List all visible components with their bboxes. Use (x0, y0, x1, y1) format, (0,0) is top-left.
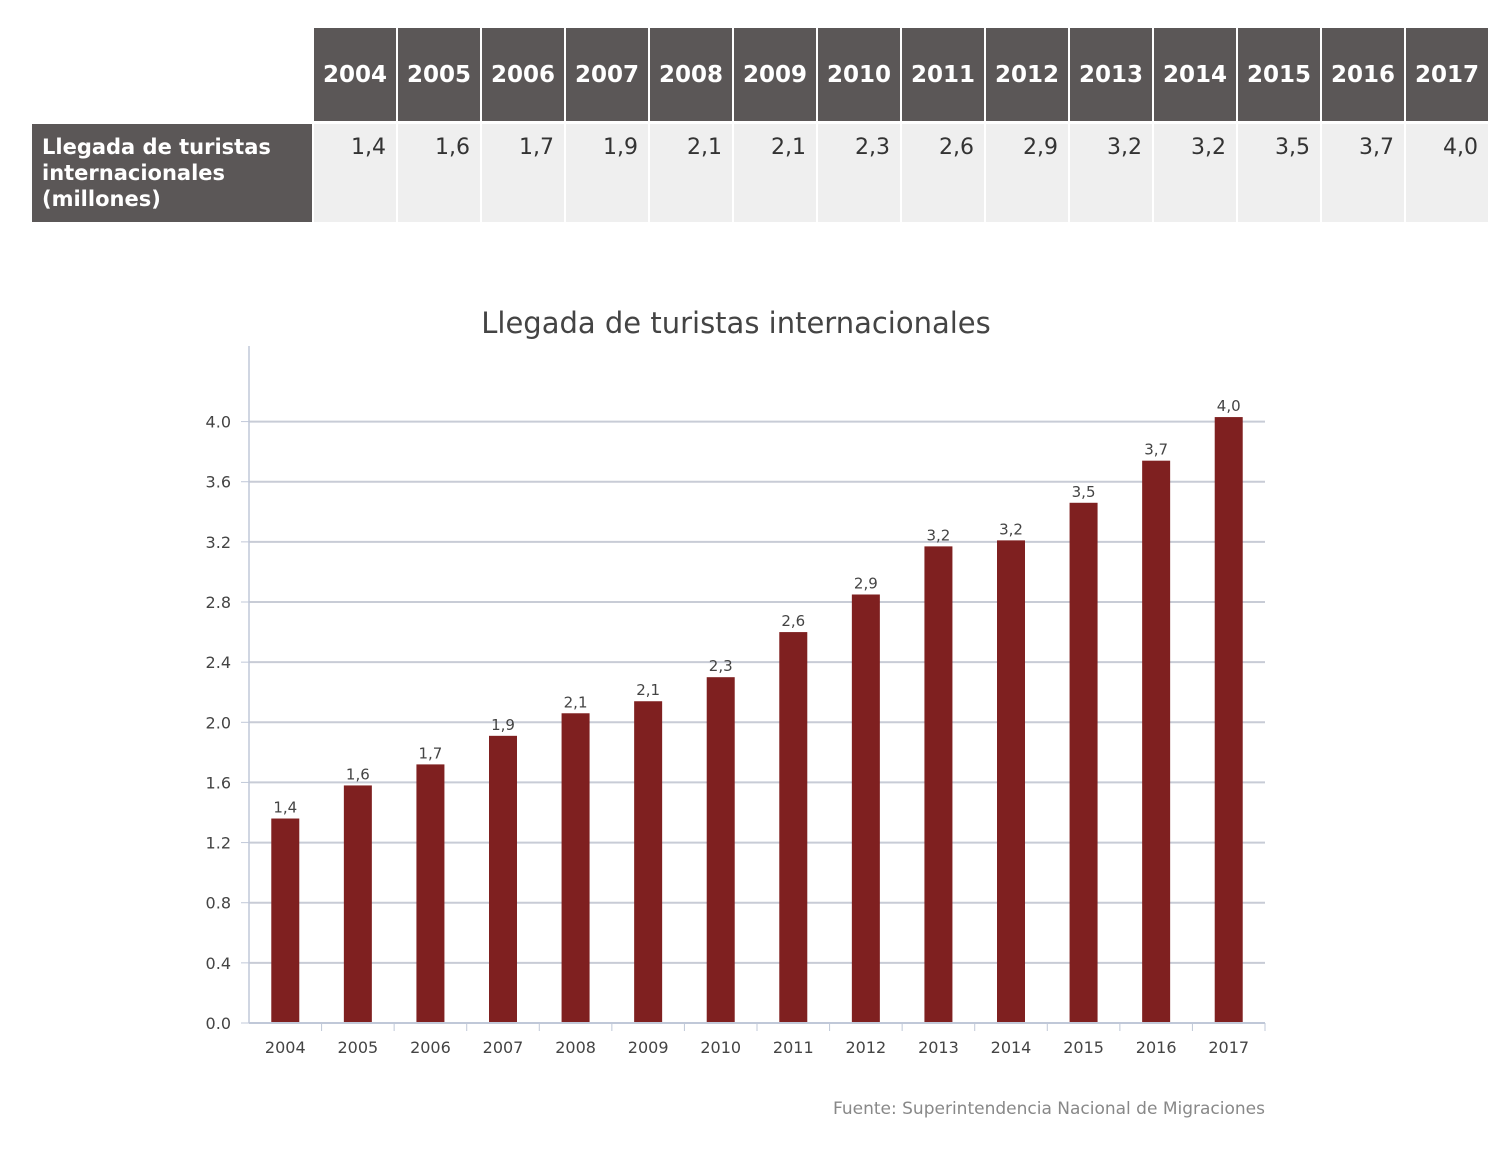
x-tick-label: 2010 (700, 1038, 741, 1057)
y-tick-label: 1.2 (206, 834, 231, 853)
data-label: 3,7 (1144, 441, 1168, 459)
bar (416, 764, 445, 1023)
data-label: 3,5 (1072, 483, 1096, 501)
chart-source: Fuente: Superintendencia Nacional de Mig… (833, 1099, 1265, 1119)
year-header: 2010 (818, 28, 900, 121)
table-cell: 2,3 (818, 124, 900, 222)
y-tick-label: 2.4 (206, 653, 231, 672)
bar (779, 632, 808, 1023)
bar (634, 701, 663, 1023)
table-cell: 3,5 (1238, 124, 1320, 222)
row-label-line: Llegada de turistas (42, 135, 271, 159)
bar (343, 785, 372, 1023)
table-cell: 1,7 (482, 124, 564, 222)
grid-layer (249, 420, 1265, 964)
table-cell: 1,4 (314, 124, 396, 222)
x-tick-label: 2011 (773, 1038, 814, 1057)
y-tick-label: 0.8 (206, 894, 231, 913)
table-cell: 1,6 (398, 124, 480, 222)
chart-title: Llegada de turistas internacionales (481, 306, 991, 340)
bar-chart: Llegada de turistas internacionales 1,41… (206, 306, 1266, 1119)
year-header: 2007 (566, 28, 648, 121)
data-label: 2,3 (709, 657, 733, 675)
axis-layer: 0.0 0.4 0.8 1.2 1.6 2.0 2.4 2.8 3.2 3.6 4.0 2004 200… (206, 346, 1266, 1057)
year-header: 2013 (1070, 28, 1152, 121)
bar (924, 546, 953, 1023)
x-tick-label: 2017 (1208, 1038, 1249, 1057)
bar (1142, 460, 1171, 1023)
row-label-line: internacionales (42, 161, 226, 185)
bar (489, 735, 517, 1023)
x-tick-label: 2007 (483, 1038, 524, 1057)
x-tick-label: 2016 (1136, 1038, 1177, 1057)
data-table: 2004 2005 2006 2007 2008 2009 2010 2011 … (30, 28, 1490, 222)
year-header: 2017 (1406, 28, 1488, 121)
table-cell: 3,7 (1322, 124, 1404, 222)
year-header: 2009 (734, 28, 816, 121)
y-tick-label: 3.2 (206, 533, 231, 552)
bar (706, 677, 735, 1023)
data-label: 2,6 (781, 612, 805, 630)
x-tick-label: 2013 (918, 1038, 959, 1057)
table-cell: 4,0 (1406, 124, 1488, 222)
y-tick-label: 4.0 (206, 413, 231, 432)
bar-layer: 1,4 1,6 1,7 1,9 2,1 2,1 2,3 2,6 2,9 3,2 3,2 3,5 3,7 4… (271, 397, 1243, 1023)
year-header: 2012 (986, 28, 1068, 121)
year-header: 2015 (1238, 28, 1320, 121)
table-cell: 3,2 (1154, 124, 1236, 222)
bar (851, 594, 880, 1023)
table-corner-cell (32, 28, 312, 121)
x-tick-label: 2014 (991, 1038, 1032, 1057)
bar (271, 818, 300, 1023)
y-tick-label: 0.4 (206, 954, 231, 973)
x-tick-label: 2015 (1063, 1038, 1104, 1057)
table-header-row: 2004 2005 2006 2007 2008 2009 2010 2011 … (32, 28, 1488, 121)
year-header: 2006 (482, 28, 564, 121)
table-row: Llegada de turistas internacionales (millo… (32, 124, 1488, 222)
y-tick-label: 3.6 (206, 473, 231, 492)
data-label: 1,4 (273, 799, 297, 817)
year-header: 2008 (650, 28, 732, 121)
bar (1069, 502, 1098, 1023)
data-label: 2,9 (854, 574, 878, 592)
x-tick-label: 2012 (845, 1038, 886, 1057)
x-tick-label: 2004 (265, 1038, 306, 1057)
bar (997, 540, 1025, 1023)
data-label: 3,2 (999, 520, 1023, 538)
year-header: 2005 (398, 28, 480, 121)
y-tick-label: 0.0 (206, 1014, 231, 1033)
row-label-line: (millones) (42, 187, 161, 211)
year-header: 2014 (1154, 28, 1236, 121)
table-cell: 2,9 (986, 124, 1068, 222)
x-tick-label: 2009 (628, 1038, 669, 1057)
bar (561, 713, 590, 1023)
data-label: 3,2 (926, 526, 950, 544)
year-header: 2016 (1322, 28, 1404, 121)
data-label: 1,9 (491, 716, 515, 734)
data-label: 1,7 (418, 744, 442, 762)
data-label: 1,6 (346, 765, 370, 783)
data-label: 2,1 (636, 681, 660, 699)
x-tick-label: 2005 (337, 1038, 378, 1057)
year-header: 2011 (902, 28, 984, 121)
x-tick-label: 2008 (555, 1038, 596, 1057)
table-cell: 3,2 (1070, 124, 1152, 222)
year-header: 2004 (314, 28, 396, 121)
y-tick-label: 2.0 (206, 713, 231, 732)
table-cell: 2,1 (734, 124, 816, 222)
y-tick-label: 2.8 (206, 593, 231, 612)
data-label: 4,0 (1217, 397, 1241, 415)
x-tick-label: 2006 (410, 1038, 451, 1057)
row-label: Llegada de turistas internacionales (millo… (32, 124, 312, 222)
table-cell: 2,6 (902, 124, 984, 222)
y-tick-label: 1.6 (206, 773, 231, 792)
table-cell: 2,1 (650, 124, 732, 222)
bar (1214, 417, 1243, 1023)
table-cell: 1,9 (566, 124, 648, 222)
data-label: 2,1 (564, 693, 588, 711)
